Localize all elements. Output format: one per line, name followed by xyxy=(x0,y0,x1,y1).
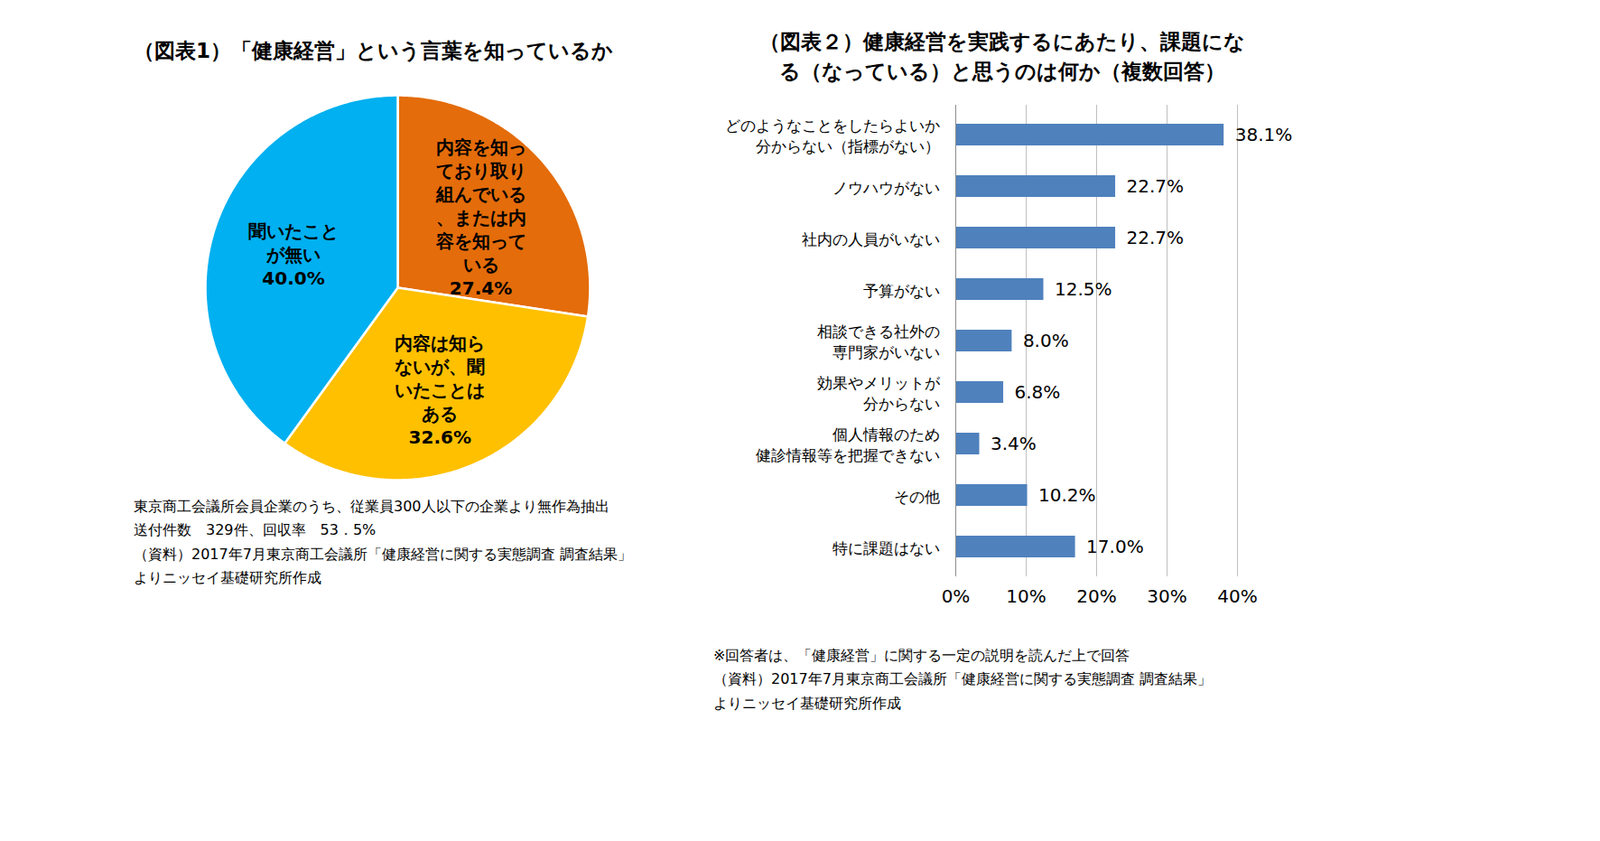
svg-text:ノウハウがない: ノウハウがない xyxy=(832,178,940,197)
svg-text:10%: 10% xyxy=(1005,585,1046,607)
svg-text:効果やメリットが分からない: 効果やメリットが分からない xyxy=(817,373,941,413)
svg-text:3.4%: 3.4% xyxy=(990,432,1037,455)
svg-text:6.8%: 6.8% xyxy=(1014,381,1061,403)
svg-text:22.7%: 22.7% xyxy=(1126,226,1185,249)
svg-text:聞いたことが無い40.0%: 聞いたことが無い40.0% xyxy=(248,220,339,289)
svg-text:30%: 30% xyxy=(1146,585,1187,607)
svg-text:特に課題はない: 特に課題はない xyxy=(832,539,940,558)
html-text:送付件数 329件、回収率 53．5%: 送付件数 329件、回収率 53．5% xyxy=(133,521,376,539)
svg-text:予算がない: 予算がない xyxy=(863,281,940,300)
svg-text:個人情報のため健診情報等を把握できない: 個人情報のため健診情報等を把握できない xyxy=(755,425,940,465)
svg-text:10.2%: 10.2% xyxy=(1038,483,1097,506)
svg-text:内容を知っており取り組んでいる、または内容を知っている27.: 内容を知っており取り組んでいる、または内容を知っている27.4% xyxy=(435,136,527,299)
html-text:よりニッセイ基礎研究所作成: よりニッセイ基礎研究所作成 xyxy=(133,569,322,587)
html-text:（資料）2017年7月東京商工会議所「健康経営に関する実態調: （資料）2017年7月東京商工会議所「健康経営に関する実態調査 調査結果」 xyxy=(133,545,633,563)
svg-text:内容は知らないが、聞いたことはある32.6%: 内容は知らないが、聞いたことはある32.6% xyxy=(394,332,485,448)
html-text:※回答者は、「健康経営」に関する一定の説明を読んだ上で回答: ※回答者は、「健康経営」に関する一定の説明を読んだ上で回答 xyxy=(713,646,1130,664)
svg-text:12.5%: 12.5% xyxy=(1054,278,1113,300)
svg-text:相談できる社外の専門家がいない: 相談できる社外の専門家がいない xyxy=(817,322,940,362)
svg-text:17.0%: 17.0% xyxy=(1086,535,1145,558)
svg-text:0%: 0% xyxy=(941,585,971,607)
html-text:（資料）2017年7月東京商工会議所「健康経営に関する実態調: （資料）2017年7月東京商工会議所「健康経営に関する実態調査 調査結果」 xyxy=(713,670,1212,688)
svg-text:38.1%: 38.1% xyxy=(1235,123,1294,146)
html-text:（図表1）「健康経営」という言葉を知っているか: （図表1）「健康経営」という言葉を知っているか xyxy=(133,38,614,63)
svg-text:社内の人員がいない: 社内の人員がいない xyxy=(801,230,940,249)
svg-text:8.0%: 8.0% xyxy=(1023,329,1070,352)
html-text:東京商工会議所会員企業のうち、従業員300人以下の企業より無: 東京商工会議所会員企業のうち、従業員300人以下の企業より無作為抽出 xyxy=(133,497,610,515)
html-text:（図表２）健康経営を実践するにあたり、課題になる（なっている: （図表２）健康経営を実践するにあたり、課題になる（なっている）と思うのは何か（複… xyxy=(759,29,1246,84)
svg-text:20%: 20% xyxy=(1076,585,1117,607)
svg-text:その他: その他 xyxy=(893,487,940,506)
html-text:よりニッセイ基礎研究所作成: よりニッセイ基礎研究所作成 xyxy=(713,694,902,712)
svg-text:どのようなことをしたらよいか分からない（指標がない）: どのようなことをしたらよいか分からない（指標がない） xyxy=(725,116,940,156)
svg-text:40%: 40% xyxy=(1217,585,1257,607)
svg-text:22.7%: 22.7% xyxy=(1126,175,1185,197)
